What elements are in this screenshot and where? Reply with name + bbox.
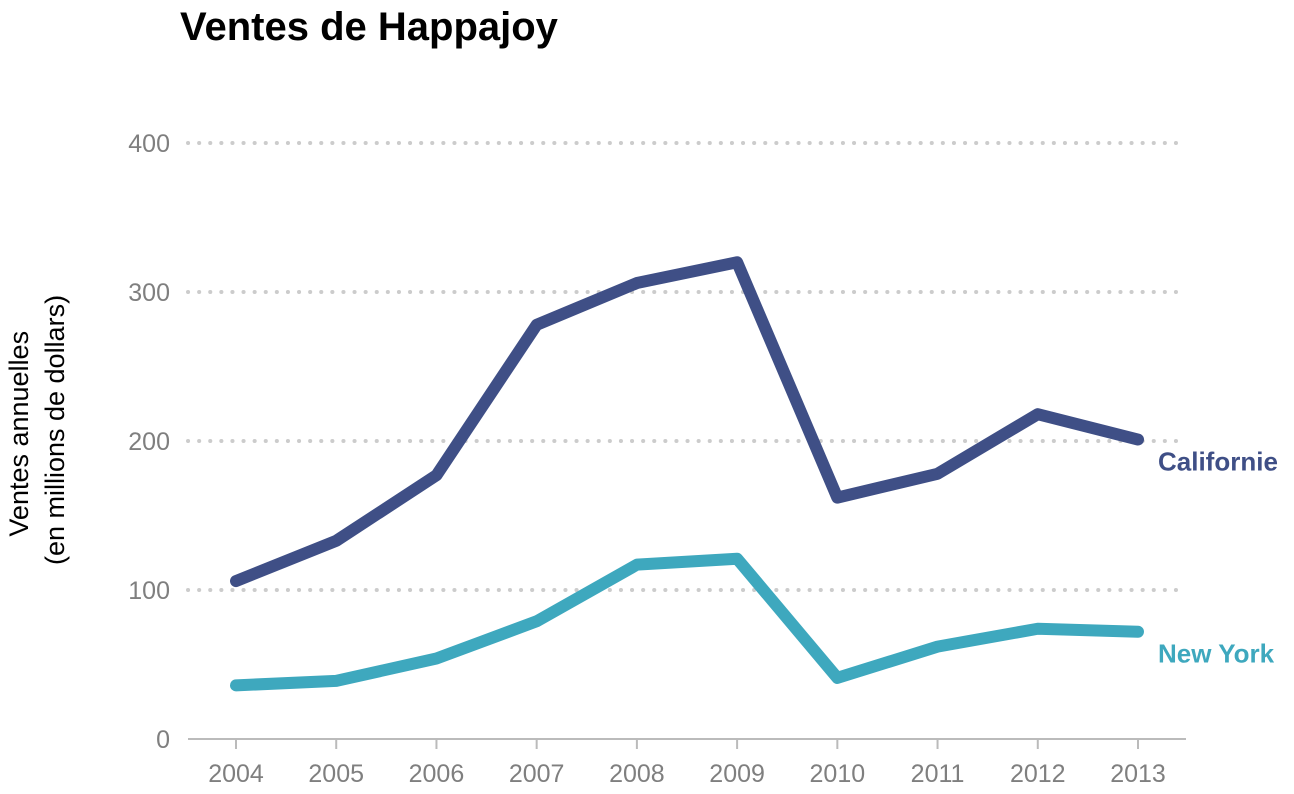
chart-title: Ventes de Happajoy: [180, 5, 559, 49]
data-point-new-york-2013: [1137, 631, 1139, 633]
y-tick-label-300: 300: [128, 279, 170, 307]
data-point-new-york-2012: [1037, 628, 1039, 630]
data-point-californie-2004: [235, 580, 237, 582]
x-tick-label-2013: 2013: [1110, 760, 1166, 788]
data-point-californie-2011: [937, 473, 939, 475]
data-point-californie-2007: [536, 324, 538, 326]
x-axis: 2004 2005 2006 2007 2008 2009 2010 2011 2012 2013: [208, 739, 1166, 788]
data-point-new-york-2004: [235, 684, 237, 686]
data-point-californie-2008: [636, 282, 638, 284]
data-point-new-york-2010: [836, 677, 838, 679]
y-tick-label-200: 200: [128, 428, 170, 456]
x-tick-label-2006: 2006: [409, 760, 465, 788]
series-line-californie: [230, 256, 1144, 588]
data-point-californie-2009: [736, 261, 738, 263]
data-point-californie-2013: [1137, 439, 1139, 441]
gridlines: [186, 141, 1188, 592]
series-label-californie: Californie: [1158, 447, 1278, 477]
x-tick-label-2010: 2010: [810, 760, 866, 788]
data-point-new-york-2009: [736, 558, 738, 560]
x-tick-label-2007: 2007: [509, 760, 565, 788]
y-axis-title-line-2: (en millions de dollars): [40, 295, 70, 565]
data-point-californie-2010: [836, 497, 838, 499]
series-labels: Californie New York: [1158, 447, 1278, 669]
series-label-new-york: New York: [1158, 639, 1275, 669]
x-tick-label-2011: 2011: [911, 760, 965, 788]
y-tick-label-400: 400: [128, 130, 170, 158]
x-tick-label-2005: 2005: [308, 760, 364, 788]
data-point-californie-2012: [1037, 413, 1039, 415]
series-line-new-york: [230, 552, 1144, 692]
data-point-new-york-2008: [636, 564, 638, 566]
series-group: [230, 256, 1144, 692]
data-point-new-york-2007: [536, 620, 538, 622]
x-tick-label-2008: 2008: [609, 760, 665, 788]
x-tick-label-2009: 2009: [709, 760, 765, 788]
x-tick-label-2004: 2004: [208, 760, 264, 788]
y-axis-title: Ventes annuelles (en millions de dollars…: [4, 295, 70, 565]
y-axis: 0 100 200 300 400: [128, 130, 170, 754]
y-tick-label-100: 100: [128, 577, 170, 605]
data-point-californie-2006: [435, 474, 437, 476]
data-point-new-york-2005: [335, 680, 337, 682]
x-tick-label-2012: 2012: [1010, 760, 1066, 788]
y-tick-label-0: 0: [156, 726, 170, 754]
data-point-californie-2005: [335, 540, 337, 542]
y-axis-title-line-1: Ventes annuelles: [4, 331, 34, 537]
data-point-new-york-2011: [937, 646, 939, 648]
data-point-new-york-2006: [435, 658, 437, 660]
